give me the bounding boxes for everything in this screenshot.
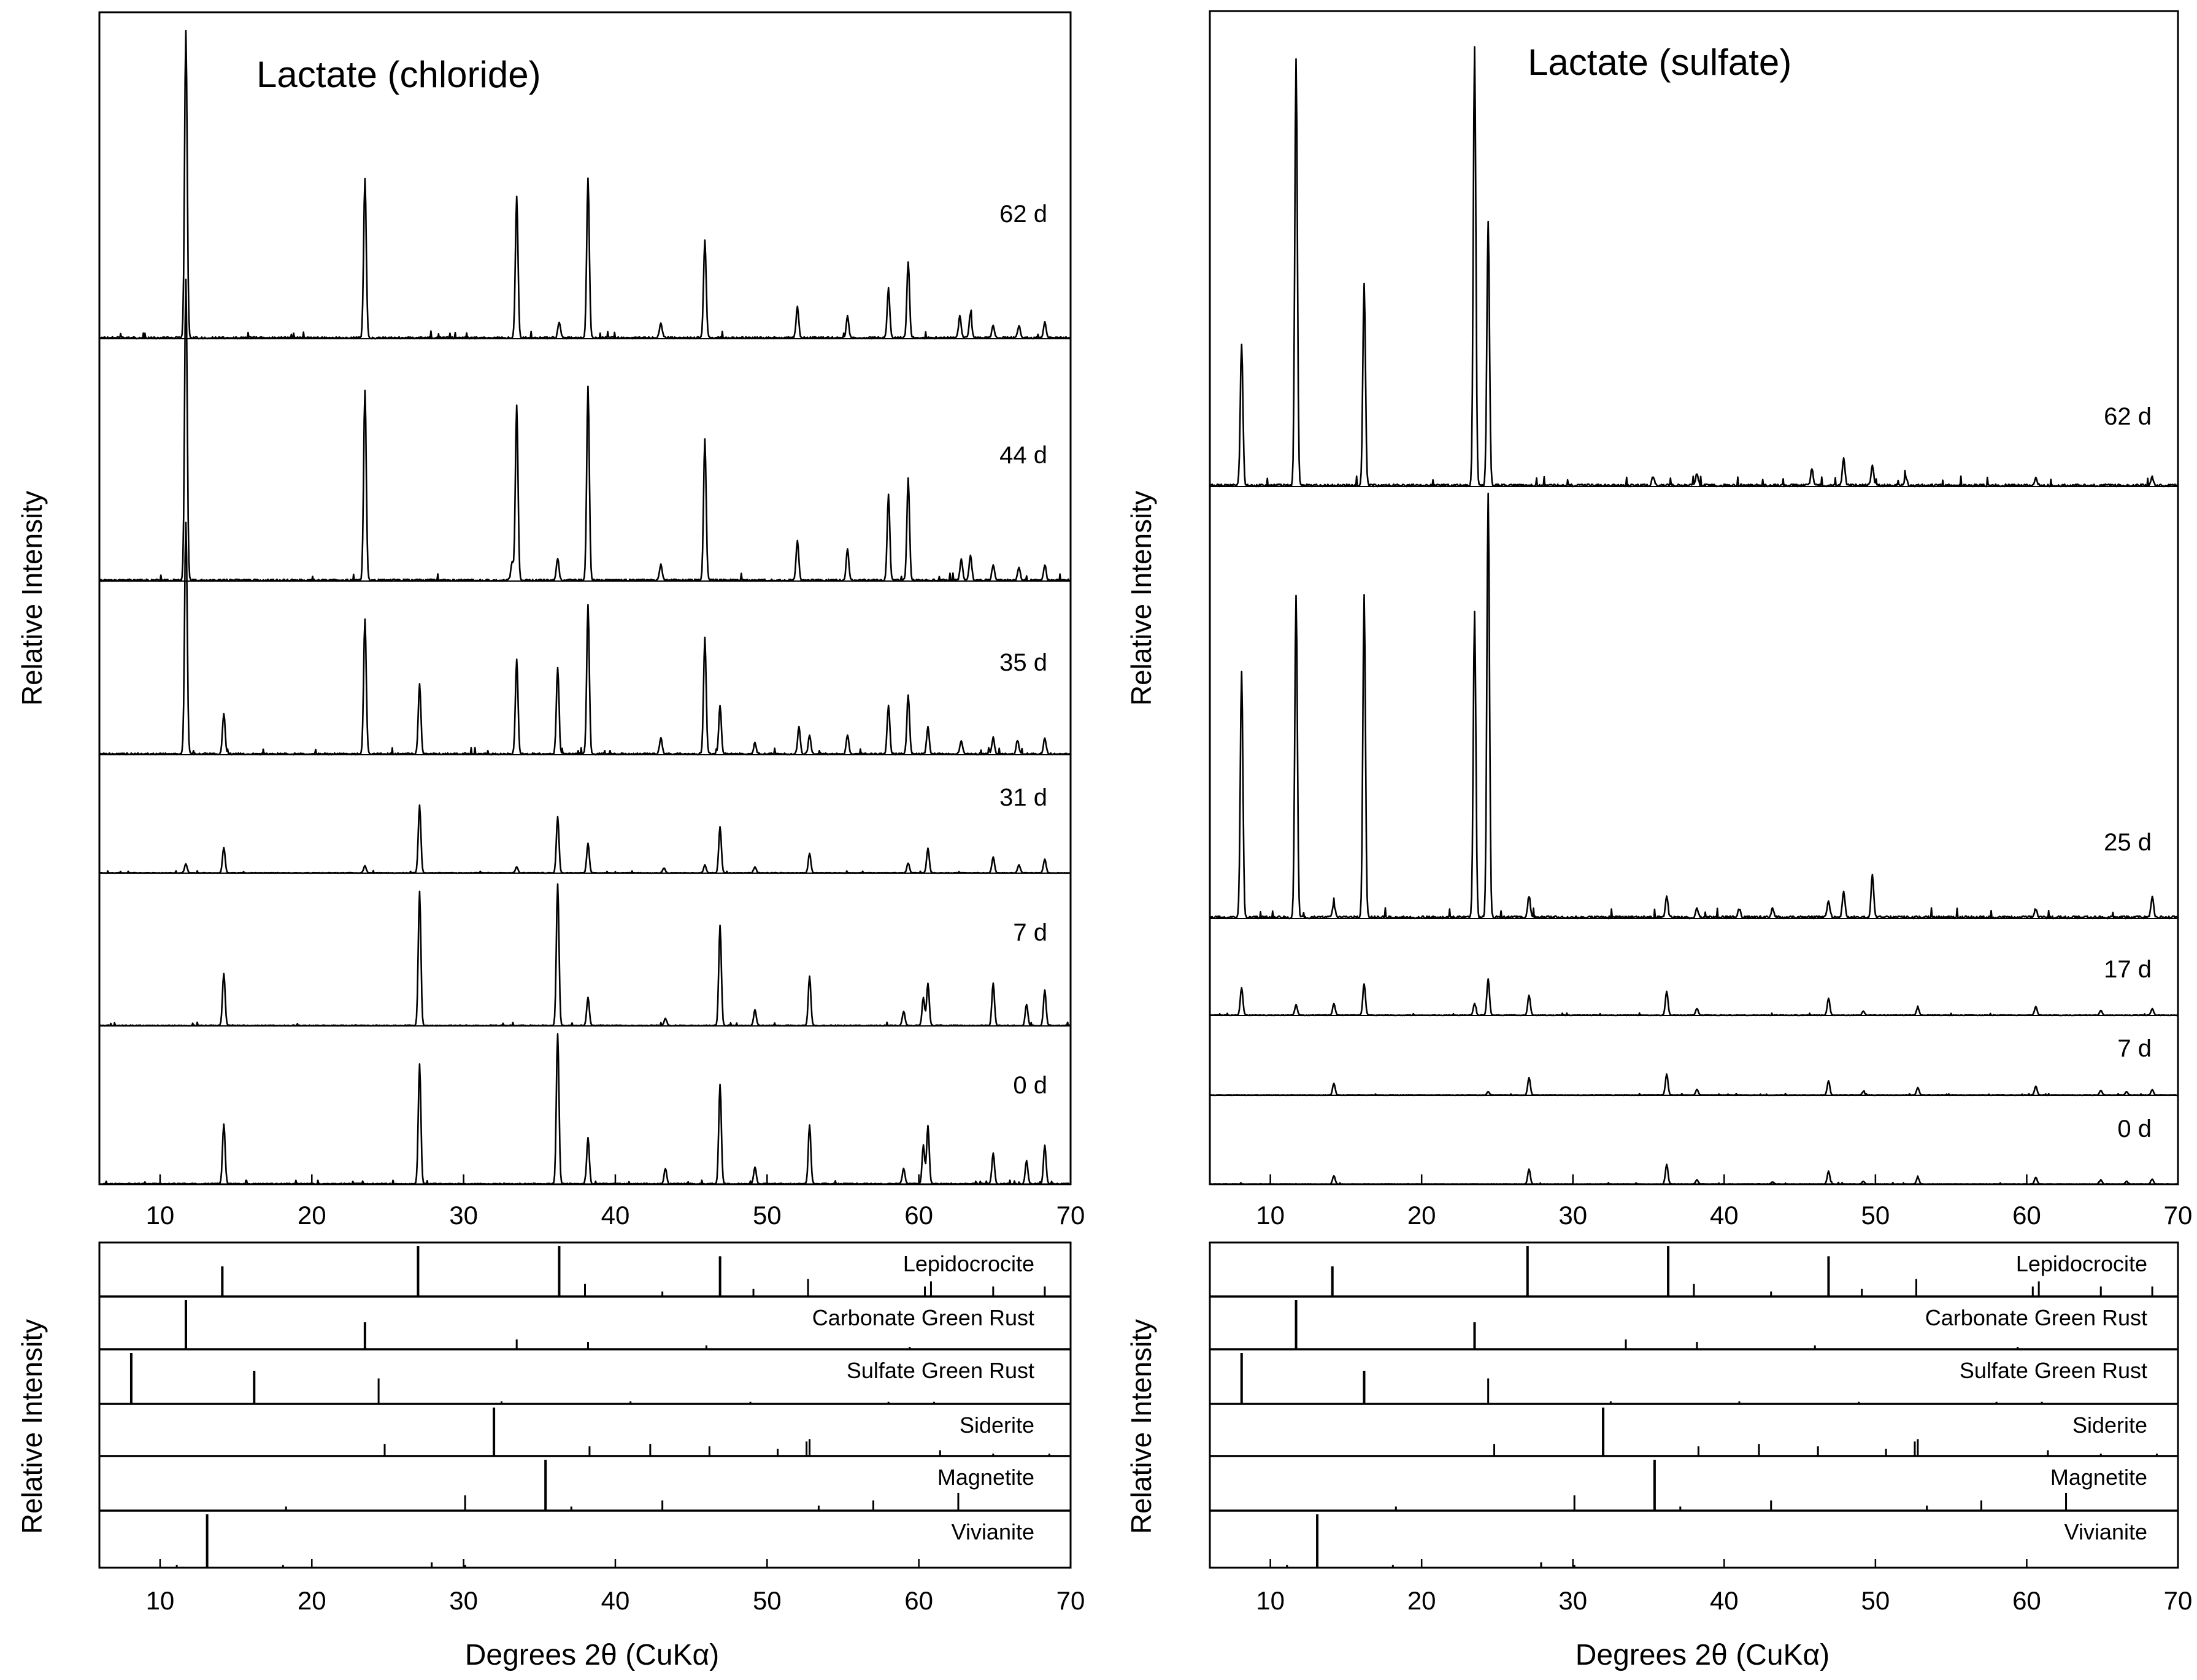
series-label: 0 d xyxy=(1013,1072,1047,1099)
x-tick-label: 20 xyxy=(298,1586,326,1615)
reference-label: Magnetite xyxy=(2050,1465,2147,1490)
reference-label: Carbonate Green Rust xyxy=(1925,1305,2147,1330)
reference-label: Sulfate Green Rust xyxy=(1960,1358,2147,1383)
reference-frame xyxy=(1209,1241,2179,1569)
trace-group xyxy=(99,29,1071,1184)
reference-label: Vivianite xyxy=(952,1519,1034,1544)
x-tick-label: 20 xyxy=(1407,1586,1436,1615)
x-tick-label: 60 xyxy=(2012,1586,2041,1615)
reference-label: Siderite xyxy=(960,1412,1034,1438)
y-axis-label-reference: Relative Intensity xyxy=(1125,1319,1157,1534)
x-tick-label: 20 xyxy=(298,1201,326,1230)
x-tick-label: 70 xyxy=(2164,1201,2193,1230)
x-axis-label: Degrees 2θ (CuKα) xyxy=(1576,1639,1830,1671)
reference-label: Siderite xyxy=(2072,1412,2147,1438)
x-tick-label: 40 xyxy=(1710,1586,1739,1615)
series-label: 62 d xyxy=(999,201,1047,228)
plot-frame xyxy=(98,11,1072,1185)
series-label: 17 d xyxy=(2104,956,2152,983)
reference-frame xyxy=(98,1241,1072,1569)
x-tick-label: 10 xyxy=(1256,1586,1285,1615)
x-tick-label: 50 xyxy=(753,1201,782,1230)
x-tick-label: 60 xyxy=(904,1201,933,1230)
chart-title: Lactate (chloride) xyxy=(256,54,541,95)
series-line-35d xyxy=(99,522,1071,756)
x-tick-label: 60 xyxy=(2012,1201,2041,1230)
x-tick-label: 50 xyxy=(753,1586,782,1615)
reference-label: Vivianite xyxy=(2064,1519,2147,1544)
x-tick-label: 70 xyxy=(1056,1586,1085,1615)
series-label: 7 d xyxy=(1013,919,1047,946)
series-line-31d xyxy=(99,804,1071,874)
series-line-62d xyxy=(1210,46,2178,488)
reference-label: Lepidocrocite xyxy=(2016,1251,2147,1276)
x-tick-label: 70 xyxy=(2164,1586,2193,1615)
x-tick-label: 60 xyxy=(904,1586,933,1615)
y-axis-label-reference: Relative Intensity xyxy=(16,1319,48,1534)
series-line-62d xyxy=(99,29,1071,340)
reference-label: Carbonate Green Rust xyxy=(812,1305,1034,1330)
x-tick-label: 40 xyxy=(601,1201,630,1230)
panel-lactate-sulfate: Lactate (sulfate) Relative Intensity Rel… xyxy=(1125,10,2193,1671)
series-line-7d xyxy=(99,883,1071,1027)
x-tick-label: 50 xyxy=(1861,1201,1890,1230)
panel-lactate-chloride: Lactate (chloride) Relative Intensity Re… xyxy=(16,11,1085,1671)
x-tick-label: 30 xyxy=(449,1586,478,1615)
x-tick-label: 40 xyxy=(1710,1201,1739,1230)
series-label: 62 d xyxy=(2104,403,2152,430)
x-tick-label: 30 xyxy=(449,1201,478,1230)
series-line-0d xyxy=(99,1033,1071,1184)
series-label: 25 d xyxy=(2104,829,2152,856)
reference-label: Magnetite xyxy=(937,1465,1034,1490)
x-tick-label: 10 xyxy=(146,1586,175,1615)
series-label: 31 d xyxy=(999,784,1047,811)
chart-title: Lactate (sulfate) xyxy=(1528,42,1791,83)
series-line-0d xyxy=(1210,1163,2178,1184)
trace-group xyxy=(1210,46,2178,1184)
x-tick-label: 10 xyxy=(146,1201,175,1230)
series-label: 0 d xyxy=(2117,1116,2152,1142)
series-line-25d xyxy=(1210,492,2178,920)
reference-label: Sulfate Green Rust xyxy=(847,1358,1034,1383)
series-line-17d xyxy=(1210,978,2178,1017)
series-line-44d xyxy=(99,279,1071,582)
x-tick-label: 30 xyxy=(1558,1201,1587,1230)
x-tick-label: 10 xyxy=(1256,1201,1285,1230)
x-tick-label: 30 xyxy=(1558,1586,1587,1615)
x-tick-label: 70 xyxy=(1056,1201,1085,1230)
series-label: 35 d xyxy=(999,649,1047,676)
x-tick-label: 20 xyxy=(1407,1201,1436,1230)
series-line-7d xyxy=(1210,1073,2178,1096)
series-label: 44 d xyxy=(999,442,1047,469)
y-axis-label-main: Relative Intensity xyxy=(1125,491,1157,706)
x-tick-label: 40 xyxy=(601,1586,630,1615)
x-tick-label: 50 xyxy=(1861,1586,1890,1615)
x-axis-label: Degrees 2θ (CuKα) xyxy=(465,1639,720,1671)
y-axis-label-main: Relative Intensity xyxy=(16,491,48,706)
reference-label: Lepidocrocite xyxy=(903,1251,1034,1276)
series-label: 7 d xyxy=(2117,1035,2152,1062)
